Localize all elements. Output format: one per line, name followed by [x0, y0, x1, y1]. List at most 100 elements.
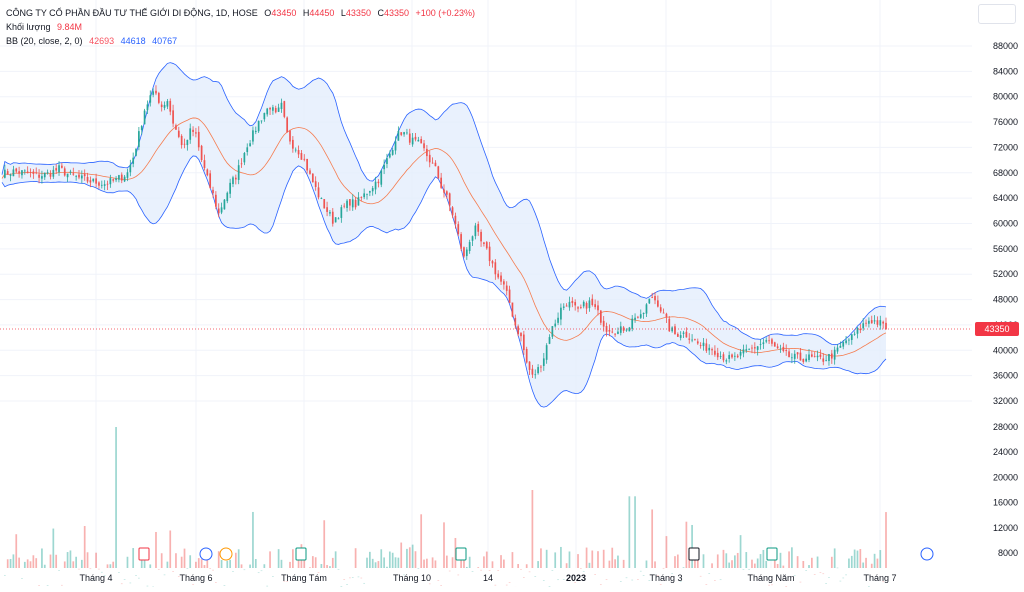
candle-body	[301, 153, 303, 160]
volume-bar	[172, 571, 174, 572]
candle-body	[577, 307, 579, 308]
candle-body	[164, 105, 166, 108]
volume-bar	[854, 550, 856, 568]
high-value: 44450	[309, 8, 334, 18]
volume-bar	[466, 567, 468, 568]
low-value: 43350	[346, 8, 371, 18]
volume-bar	[13, 554, 15, 568]
volume-bar	[486, 552, 488, 568]
volume-bar	[597, 551, 599, 568]
candle-body	[788, 351, 790, 357]
volume-bar	[751, 560, 753, 568]
volume-label[interactable]: Khối lượng	[6, 22, 50, 32]
event-marker-icon[interactable]	[296, 548, 306, 560]
volume-bar	[609, 561, 611, 568]
candle-body	[814, 356, 816, 357]
candle-body	[175, 125, 177, 129]
candle-body	[603, 321, 605, 327]
candle-body	[184, 144, 186, 145]
last-price-badge: 43350	[975, 322, 1019, 336]
volume-bar	[859, 549, 861, 568]
candle-body	[460, 234, 462, 249]
candle-body	[703, 343, 705, 346]
candle-body	[646, 304, 648, 313]
volume-bar	[169, 530, 171, 568]
volume-bar	[33, 555, 35, 568]
candle-body	[634, 318, 636, 320]
volume-bar	[643, 575, 645, 576]
candle-body	[614, 334, 616, 335]
candle-body	[135, 149, 137, 156]
volume-bar	[41, 548, 43, 568]
volume-bar	[848, 559, 850, 568]
time-tick-label: Tháng 10	[393, 573, 431, 583]
volume-bar	[263, 564, 265, 568]
volume-bar	[677, 555, 679, 568]
volume-bar	[857, 551, 859, 568]
volume-bar	[241, 564, 243, 568]
candle-body	[369, 191, 371, 193]
candle-body	[720, 356, 722, 357]
volume-bar	[81, 560, 83, 568]
candle-body	[822, 358, 824, 361]
candle-body	[235, 178, 237, 180]
volume-tick-label: 24000	[993, 447, 1018, 457]
volume-bar	[132, 548, 134, 568]
volume-bar	[686, 522, 688, 568]
event-marker-icon[interactable]	[689, 548, 699, 560]
volume-bar	[705, 584, 707, 585]
candle-body	[686, 332, 688, 338]
candle-body	[748, 349, 750, 350]
volume-bar	[292, 549, 294, 568]
candle-body	[440, 178, 442, 188]
candle-body	[580, 307, 582, 308]
candle-body	[266, 109, 268, 115]
candle-body	[349, 199, 351, 205]
volume-bar	[184, 549, 186, 568]
volume-bar	[534, 576, 536, 577]
candle-body	[101, 185, 103, 186]
bb-label[interactable]: BB (20, close, 2, 0)	[6, 36, 83, 46]
candle-body	[329, 212, 331, 214]
volume-bar	[549, 586, 551, 587]
volume-bar	[717, 554, 719, 568]
event-marker-icon[interactable]	[456, 548, 466, 560]
candle-body	[600, 311, 602, 323]
volume-bar	[67, 552, 69, 568]
candle-body	[161, 105, 163, 107]
volume-bar	[877, 559, 879, 568]
candle-body	[4, 170, 6, 178]
event-marker-icon[interactable]	[200, 548, 212, 560]
candle-body	[594, 304, 596, 307]
volume-bar	[811, 558, 813, 568]
volume-bar	[874, 554, 876, 568]
volume-bar	[646, 561, 648, 568]
volume-bar	[814, 574, 816, 575]
candle-body	[523, 335, 525, 351]
candle-body	[275, 108, 277, 112]
event-marker-icon[interactable]	[139, 548, 149, 560]
volume-bar	[831, 557, 833, 568]
settings-box[interactable]	[978, 4, 1016, 24]
bb-upper-value: 44618	[121, 36, 146, 46]
volume-bar	[700, 576, 702, 577]
symbol-title[interactable]: CÔNG TY CỔ PHẦN ĐẦU TƯ THẾ GIỚI DI ĐỘNG,…	[6, 8, 258, 18]
volume-bar	[768, 585, 770, 586]
time-tick-label: Tháng Năm	[747, 573, 794, 583]
candle-body	[808, 354, 810, 359]
volume-bar	[412, 545, 414, 568]
bollinger-bands	[2, 63, 886, 407]
legend-volume-row: Khối lượng 9.84M	[6, 20, 475, 34]
volume-bar	[840, 581, 842, 582]
candle-body	[628, 328, 630, 332]
candle-body	[258, 121, 260, 131]
event-marker-icon[interactable]	[220, 548, 232, 560]
volume-bar	[754, 564, 756, 568]
event-marker-icon[interactable]	[767, 548, 777, 560]
event-marker-icon[interactable]	[921, 548, 933, 560]
candle-body	[800, 353, 802, 361]
bb-basis-value: 42693	[89, 36, 114, 46]
